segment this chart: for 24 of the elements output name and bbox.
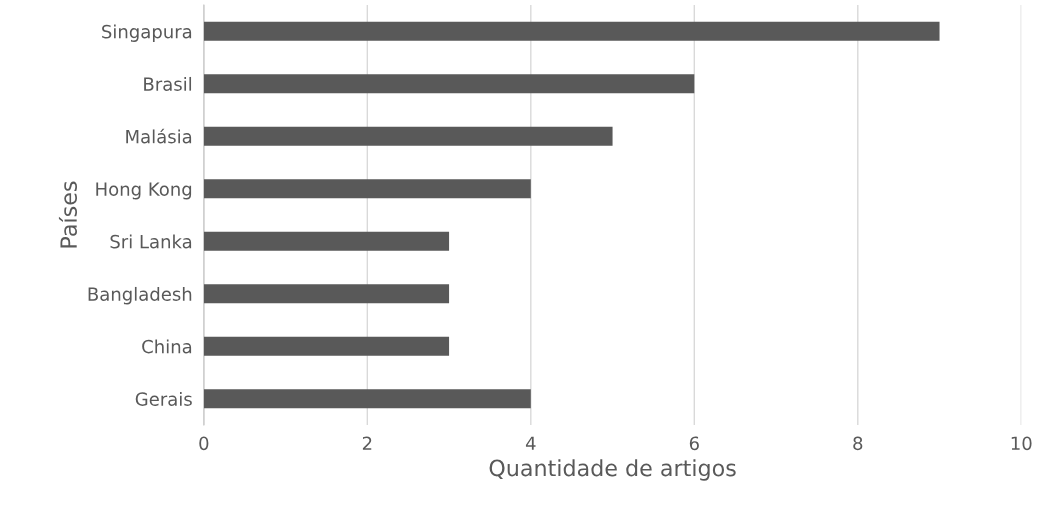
bar: [203, 126, 613, 146]
bar: [203, 231, 450, 251]
x-tick-label: 0: [199, 436, 209, 451]
bar: [203, 389, 531, 409]
y-tick-label: Singapura: [102, 24, 192, 42]
x-tick-label: 6: [689, 436, 699, 451]
y-tick-label: Bangladesh: [88, 286, 192, 305]
x-tick-label: 2: [362, 436, 372, 450]
bar: [203, 74, 695, 94]
x-tick-label: 10: [1011, 436, 1032, 451]
bar: [203, 284, 450, 304]
x-axis-title: Quantidade de artigos: [489, 459, 736, 481]
x-tick-label: 4: [525, 436, 536, 450]
bar: [203, 21, 940, 41]
y-tick-label: China: [142, 339, 192, 354]
bar: [203, 336, 450, 356]
y-tick-label: Malásia: [126, 128, 192, 144]
y-tick-label: Brasil: [144, 76, 192, 91]
x-tick-label: 8: [853, 436, 863, 451]
y-tick-label: Hong Kong: [96, 182, 192, 200]
y-tick-label: Sri Lanka: [110, 234, 192, 249]
y-axis-title: Países: [58, 181, 78, 248]
y-tick-label: Gerais: [135, 391, 192, 406]
bar: [203, 179, 531, 199]
